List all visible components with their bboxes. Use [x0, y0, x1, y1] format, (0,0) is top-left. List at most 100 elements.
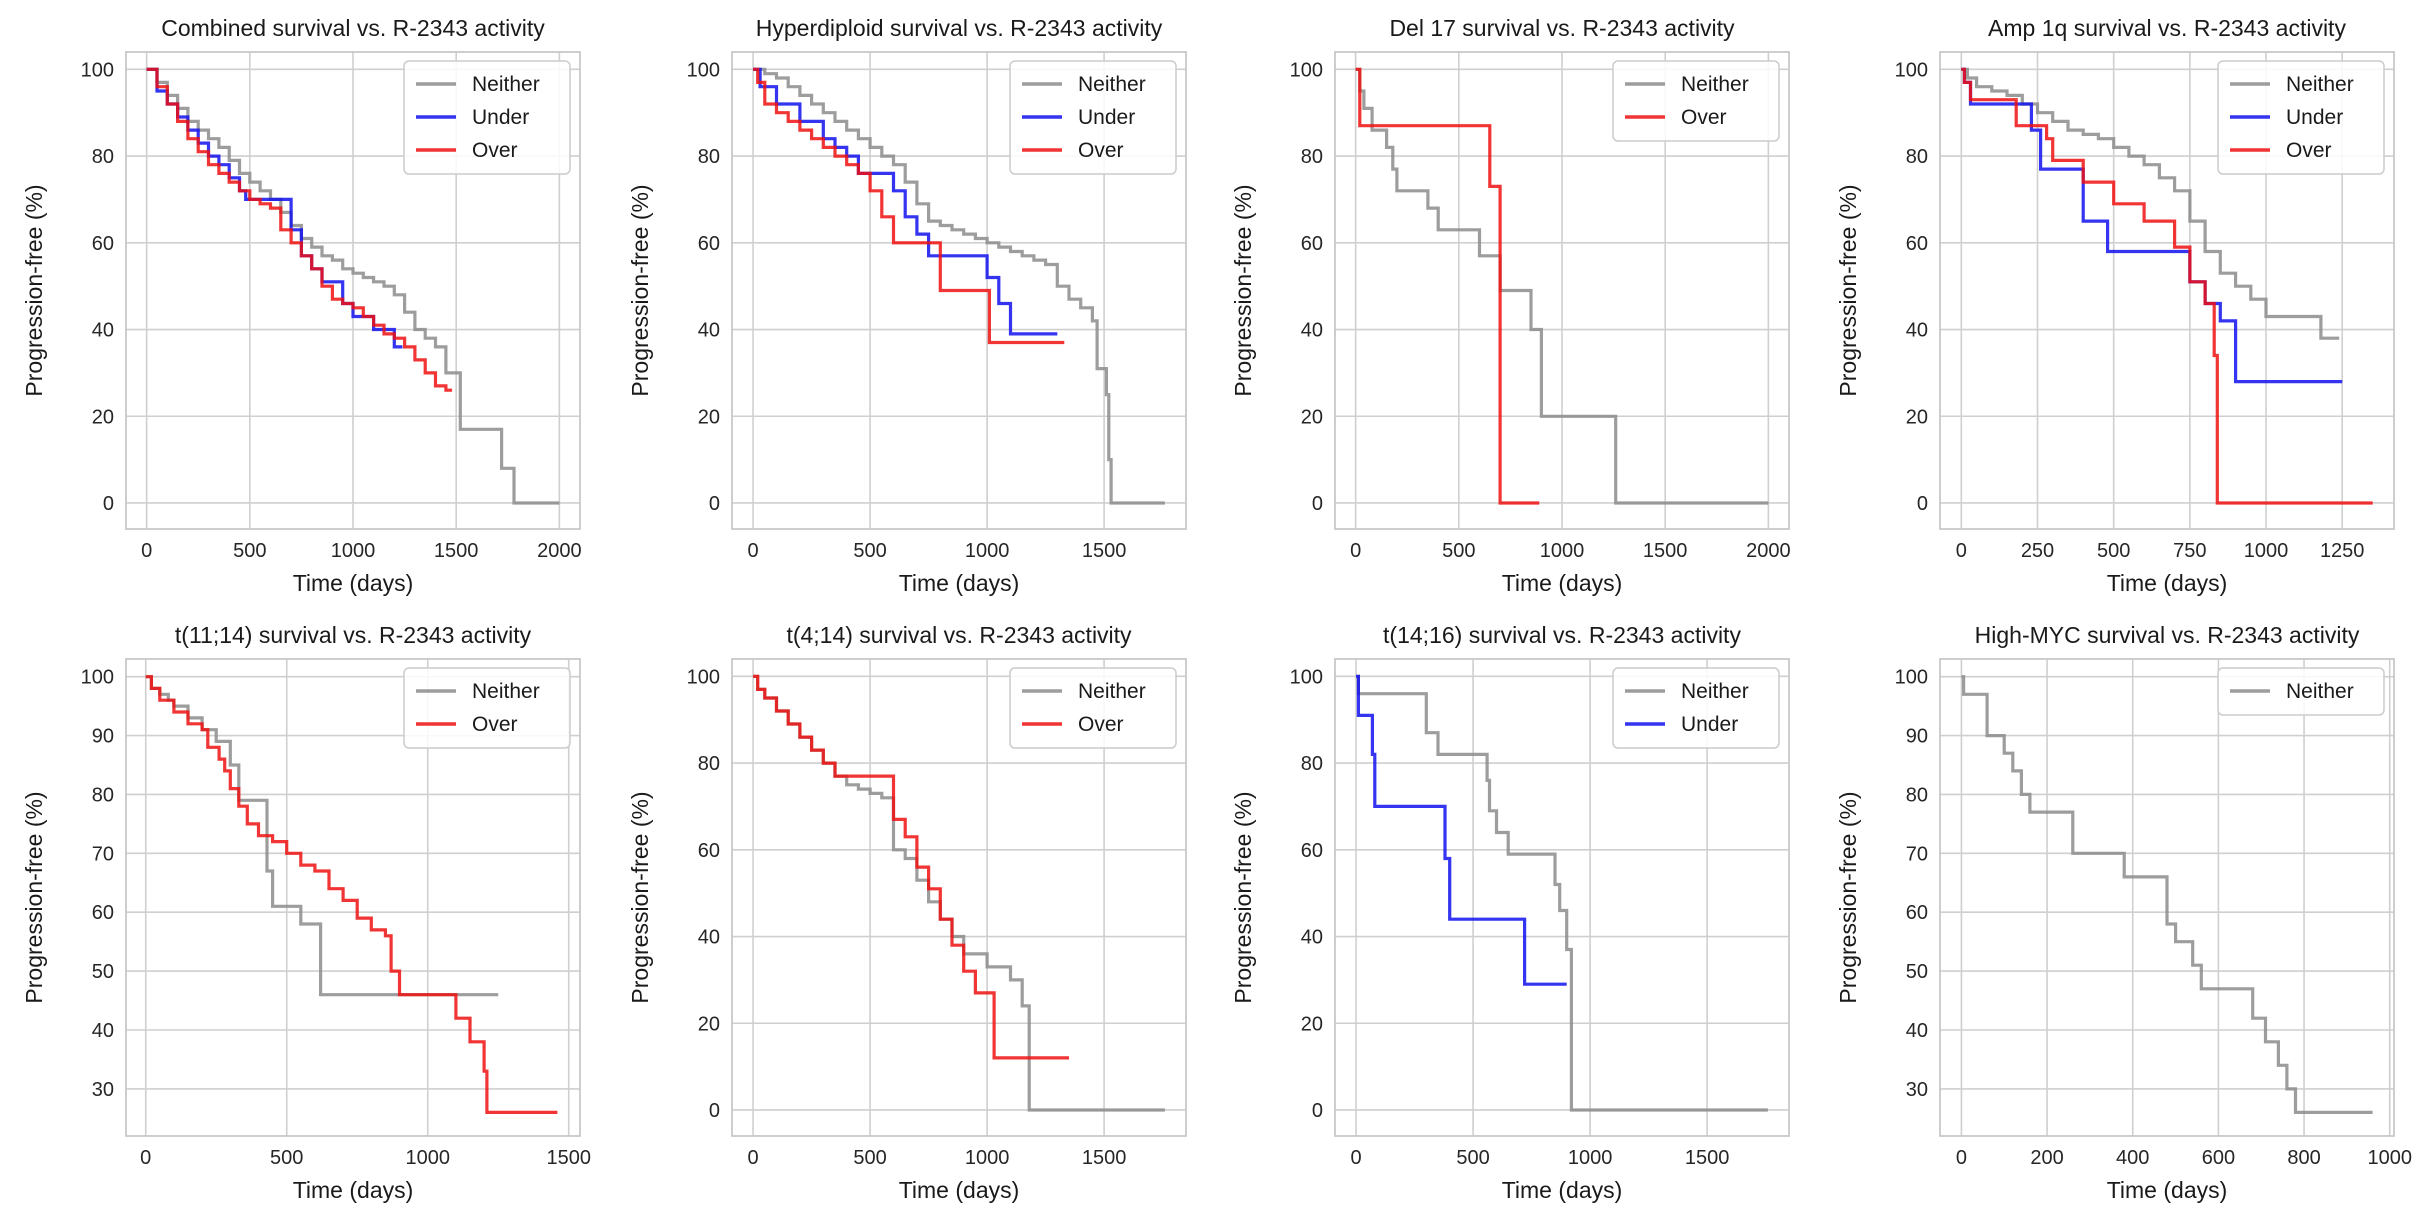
y-tick-label: 50	[1906, 961, 1928, 983]
series-line-over	[753, 67, 1065, 345]
y-tick-label: 50	[92, 961, 114, 983]
y-tick-label: 40	[92, 320, 114, 342]
series-line-neither	[1961, 67, 2340, 340]
y-tick-label: 100	[687, 59, 720, 81]
y-tick-label: 0	[1917, 493, 1928, 515]
x-tick-label: 1000	[405, 1147, 450, 1169]
x-tick-label: 500	[270, 1147, 303, 1169]
legend-label-over: Over	[2286, 139, 2332, 162]
y-tick-label: 90	[1906, 726, 1928, 748]
chart-panel-8: 0 200 400 600 800 1000 30 40 50 60 70 80 90 100 High-M…	[1835, 622, 2412, 1203]
y-axis-label: Progression-free (%)	[1230, 791, 1256, 1003]
y-tick-label: 100	[1290, 666, 1323, 688]
y-tick-label: 80	[92, 146, 114, 168]
x-tick-label: 1500	[1685, 1147, 1730, 1169]
legend-label-neither: Neither	[1078, 680, 1146, 703]
x-tick-label: 1000	[2367, 1147, 2412, 1169]
chart-panel-7: 0 500 1000 1500 0 20 40 60 80 100 t(14;16) surviva…	[1230, 622, 1790, 1203]
y-tick-label: 60	[92, 902, 114, 924]
plot-frame	[125, 51, 581, 530]
x-axis-label: Time (days)	[1502, 570, 1623, 596]
x-axis-label: Time (days)	[899, 1177, 1020, 1203]
x-axis-label: Time (days)	[293, 1177, 414, 1203]
y-tick-label: 80	[92, 784, 114, 806]
x-tick-label: 1000	[1540, 540, 1585, 562]
x-tick-label: 0	[747, 540, 758, 562]
legend-label-neither: Neither	[2286, 73, 2354, 96]
legend-label-neither: Neither	[1078, 73, 1146, 96]
x-axis-label: Time (days)	[899, 570, 1020, 596]
y-tick-label: 0	[709, 1100, 720, 1122]
plot-frame	[1334, 658, 1790, 1137]
legend: Neither Under Over	[1009, 60, 1177, 175]
y-axis-label: Progression-free (%)	[1835, 184, 1861, 396]
x-tick-label: 800	[2287, 1147, 2320, 1169]
x-tick-label: 2000	[537, 540, 582, 562]
plot-frame	[731, 51, 1187, 530]
y-tick-label: 70	[1906, 843, 1928, 865]
chart-panel-4: 0 250 500 750 1000 1250 0 20 40 60 80 100 Amp 1q sur…	[1835, 15, 2395, 596]
x-tick-label: 750	[2173, 540, 2206, 562]
legend-box	[2217, 60, 2385, 175]
series-line-neither	[1355, 67, 1769, 505]
x-tick-label: 1000	[965, 1147, 1010, 1169]
y-tick-label: 80	[698, 146, 720, 168]
y-tick-label: 60	[1906, 902, 1928, 924]
x-tick-label: 1500	[546, 1147, 591, 1169]
x-tick-label: 1500	[434, 540, 479, 562]
y-axis-label: Progression-free (%)	[1835, 791, 1861, 1003]
legend-box	[2217, 667, 2385, 716]
legend-label-over: Over	[472, 713, 518, 736]
y-tick-label: 20	[698, 406, 720, 428]
y-tick-label: 60	[1906, 233, 1928, 255]
legend-label-neither: Neither	[472, 680, 540, 703]
legend-label-under: Under	[1681, 713, 1738, 736]
x-tick-label: 2000	[1746, 540, 1791, 562]
legend: Neither Under Over	[2217, 60, 2385, 175]
legend: Neither Under Over	[403, 60, 571, 175]
y-tick-label: 80	[1301, 753, 1323, 775]
series-line-over	[1961, 67, 2373, 505]
x-tick-label: 500	[1456, 1147, 1489, 1169]
y-tick-label: 60	[1301, 233, 1323, 255]
chart-panel-2: 0 500 1000 1500 0 20 40 60 80 100 Hyperdiploid sur…	[627, 15, 1187, 596]
y-axis-label: Progression-free (%)	[627, 791, 653, 1003]
legend-label-neither: Neither	[2286, 680, 2354, 703]
y-tick-label: 20	[1301, 406, 1323, 428]
y-tick-label: 100	[1290, 59, 1323, 81]
x-tick-label: 500	[853, 1147, 886, 1169]
y-tick-label: 40	[92, 1020, 114, 1042]
chart-panel-5: 0 500 1000 1500 30 40 50 60 70 80 90 100 t(11;14) su…	[21, 622, 591, 1203]
y-tick-label: 60	[1301, 840, 1323, 862]
x-axis-label: Time (days)	[2107, 570, 2228, 596]
chart-title: t(11;14) survival vs. R-2343 activity	[175, 622, 532, 648]
y-tick-label: 60	[698, 233, 720, 255]
legend-label-under: Under	[472, 106, 529, 129]
series-line-neither	[753, 67, 1165, 505]
y-tick-label: 20	[92, 406, 114, 428]
legend-label-neither: Neither	[1681, 73, 1749, 96]
y-tick-label: 40	[1906, 1020, 1928, 1042]
chart-panel-3: 0 500 1000 1500 2000 0 20 40 60 80 100 Del 17 survi…	[1230, 15, 1791, 596]
y-tick-label: 0	[709, 493, 720, 515]
y-tick-label: 20	[1301, 1013, 1323, 1035]
series-line-over	[145, 675, 558, 1114]
series-line-over	[753, 674, 1069, 1060]
legend-label-neither: Neither	[472, 73, 540, 96]
y-axis-label: Progression-free (%)	[21, 184, 47, 396]
series-line-neither	[1356, 674, 1768, 1112]
y-tick-label: 60	[698, 840, 720, 862]
x-tick-label: 1500	[1082, 540, 1127, 562]
y-tick-label: 70	[92, 843, 114, 865]
y-tick-label: 30	[92, 1079, 114, 1101]
legend-label-over: Over	[1078, 713, 1124, 736]
x-tick-label: 500	[2097, 540, 2130, 562]
chart-panel-1: 0 500 1000 1500 2000 0 20 40 60 80 100 Combined sur…	[21, 15, 582, 596]
x-tick-label: 1000	[965, 540, 1010, 562]
plot-frame	[1334, 51, 1790, 530]
legend-box	[403, 60, 571, 175]
y-tick-label: 100	[1895, 59, 1928, 81]
x-tick-label: 0	[1956, 540, 1967, 562]
x-tick-label: 0	[747, 1147, 758, 1169]
y-tick-label: 0	[1312, 493, 1323, 515]
